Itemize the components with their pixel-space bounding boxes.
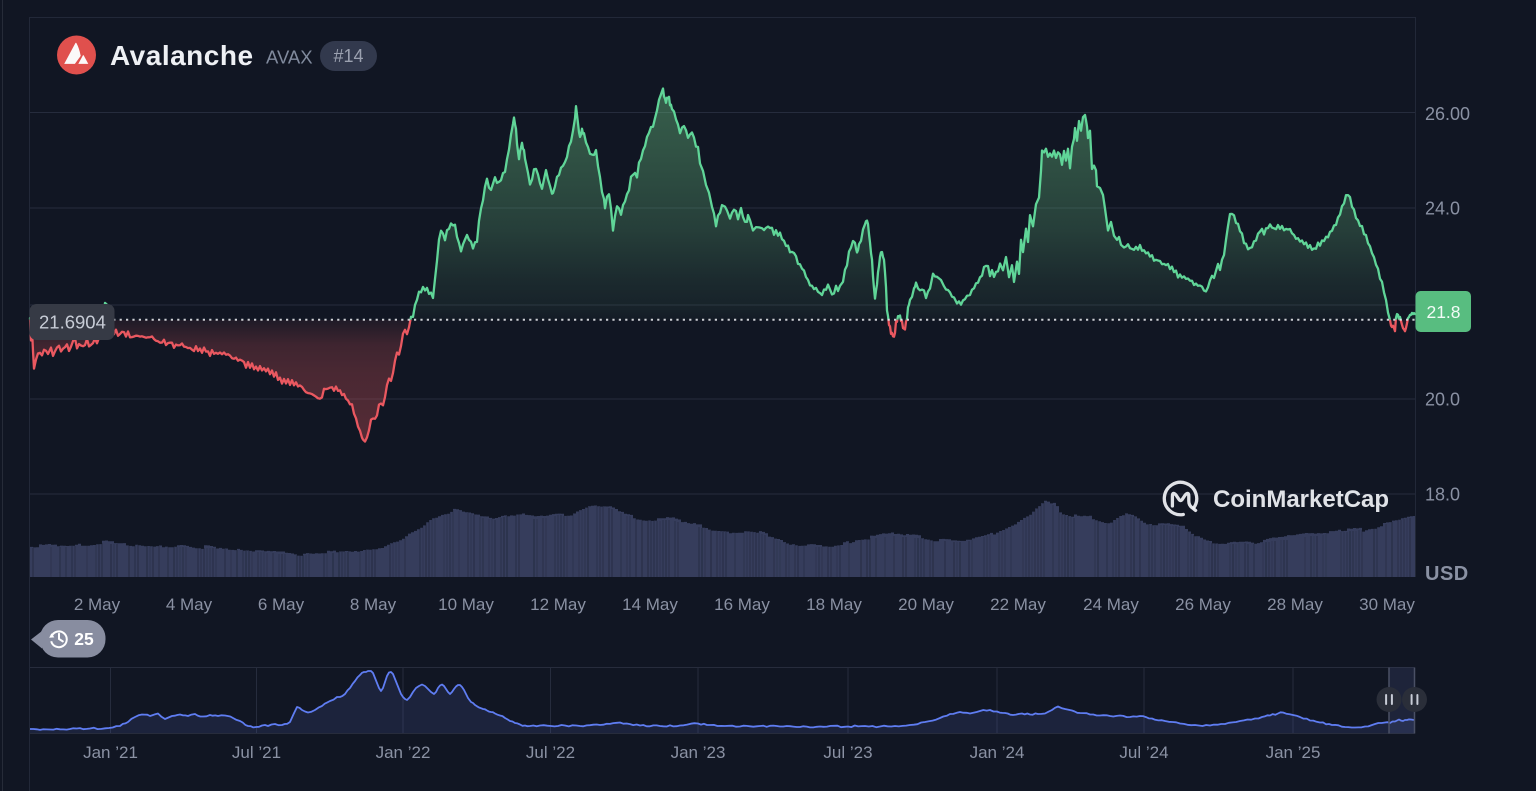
svg-text:Jul ’24: Jul ’24 xyxy=(1119,743,1168,762)
svg-text:AVAX: AVAX xyxy=(266,47,313,68)
svg-text:6 May: 6 May xyxy=(258,595,305,614)
svg-text:Avalanche: Avalanche xyxy=(110,40,254,71)
svg-text:Jan ’25: Jan ’25 xyxy=(1266,743,1321,762)
svg-text:24 May: 24 May xyxy=(1083,595,1139,614)
svg-text:10 May: 10 May xyxy=(438,595,494,614)
svg-text:26.00: 26.00 xyxy=(1425,104,1470,124)
svg-text:18 May: 18 May xyxy=(806,595,862,614)
svg-text:CoinMarketCap: CoinMarketCap xyxy=(1213,486,1389,513)
svg-text:Jul ’23: Jul ’23 xyxy=(823,743,872,762)
svg-text:25: 25 xyxy=(74,629,94,649)
svg-text:21.6904: 21.6904 xyxy=(39,312,106,333)
svg-text:26 May: 26 May xyxy=(1175,595,1231,614)
svg-text:20 May: 20 May xyxy=(898,595,954,614)
svg-text:16 May: 16 May xyxy=(714,595,770,614)
svg-text:Jul ’22: Jul ’22 xyxy=(526,743,575,762)
svg-text:8 May: 8 May xyxy=(350,595,397,614)
svg-text:14 May: 14 May xyxy=(622,595,678,614)
svg-text:Jan ’23: Jan ’23 xyxy=(671,743,726,762)
svg-text:Jan ’22: Jan ’22 xyxy=(376,743,431,762)
svg-text:12 May: 12 May xyxy=(530,595,586,614)
svg-text:18.0: 18.0 xyxy=(1425,485,1460,505)
svg-text:24.0: 24.0 xyxy=(1425,199,1460,219)
svg-text:Jul ’21: Jul ’21 xyxy=(232,743,281,762)
svg-text:22 May: 22 May xyxy=(990,595,1046,614)
svg-text:#14: #14 xyxy=(333,46,363,66)
svg-text:Jan ’21: Jan ’21 xyxy=(83,743,138,762)
svg-text:30 May: 30 May xyxy=(1359,595,1415,614)
svg-text:USD: USD xyxy=(1425,563,1469,585)
svg-text:Jan ’24: Jan ’24 xyxy=(970,743,1025,762)
svg-text:4 May: 4 May xyxy=(166,595,213,614)
svg-text:20.0: 20.0 xyxy=(1425,390,1460,410)
svg-text:2 May: 2 May xyxy=(74,595,121,614)
svg-text:21.8: 21.8 xyxy=(1426,302,1460,322)
svg-text:28 May: 28 May xyxy=(1267,595,1323,614)
